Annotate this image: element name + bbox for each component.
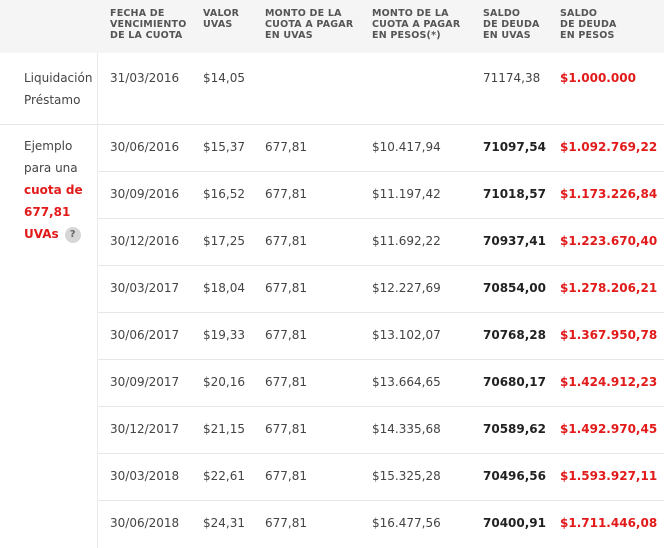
header-monto-cuota-uvas: MONTO DE LA CUOTA A PAGAR EN UVAs (265, 8, 354, 41)
cell-saldo-pesos: $1.593.927,11 (560, 469, 658, 483)
cell-valor-uvas: $24,31 (203, 516, 245, 530)
cell-saldo-uvas: 70680,17 (483, 375, 547, 389)
cell-monto-pesos: $10.417,94 (372, 140, 441, 154)
cell-monto-uvas: 677,81 (265, 516, 307, 530)
cell-monto-uvas: 677,81 (265, 140, 307, 154)
ejemplo-line4: 677,81 (24, 205, 71, 219)
cell-monto-uvas: 677,81 (265, 281, 307, 295)
cell-saldo-uvas: 70854,00 (483, 281, 547, 295)
liquidacion-valor: $14,05 (203, 71, 245, 85)
cell-fecha: 30/09/2016 (110, 187, 180, 201)
header-valor-uvas: VALOR UVAs (203, 8, 240, 30)
cell-monto-pesos: $14.335,68 (372, 422, 441, 436)
cell-fecha: 30/09/2017 (110, 375, 180, 389)
liquidacion-label-line1: Liquidación (24, 71, 93, 85)
ejemplo-line3: cuota de (24, 183, 83, 197)
cell-monto-pesos: $13.664,65 (372, 375, 441, 389)
header-saldo-deuda-uvas: SALDO DE DEUDA EN UVAs (483, 8, 540, 41)
cell-fecha: 30/06/2017 (110, 328, 180, 342)
cell-monto-uvas: 677,81 (265, 375, 307, 389)
cell-saldo-pesos: $1.711.446,08 (560, 516, 658, 530)
cell-monto-pesos: $15.325,28 (372, 469, 441, 483)
row-divider (98, 500, 664, 501)
row-divider (98, 406, 664, 407)
cell-fecha: 30/12/2017 (110, 422, 180, 436)
row-divider (98, 359, 664, 360)
cell-saldo-uvas: 70768,28 (483, 328, 547, 342)
cell-saldo-pesos: $1.492.970,45 (560, 422, 658, 436)
cell-saldo-uvas: 70400,91 (483, 516, 547, 530)
cell-valor-uvas: $18,04 (203, 281, 245, 295)
cell-saldo-pesos: $1.424.912,23 (560, 375, 658, 389)
liquidacion-label: Liquidación Préstamo (24, 67, 92, 111)
cell-saldo-uvas: 70496,56 (483, 469, 547, 483)
ejemplo-label: Ejemplo para una cuota de 677,81 UVAs? (24, 135, 83, 245)
cell-saldo-pesos: $1.092.769,22 (560, 140, 658, 154)
cell-monto-pesos: $16.477,56 (372, 516, 441, 530)
cell-saldo-uvas: 70589,62 (483, 422, 547, 436)
row-divider (98, 453, 664, 454)
cell-monto-pesos: $11.692,22 (372, 234, 441, 248)
cell-fecha: 30/12/2016 (110, 234, 180, 248)
cell-monto-pesos: $13.102,07 (372, 328, 441, 342)
ejemplo-line5: UVAs (24, 227, 59, 241)
cell-monto-pesos: $12.227,69 (372, 281, 441, 295)
cell-saldo-uvas: 71097,54 (483, 140, 547, 154)
header-monto-cuota-pesos: MONTO DE LA CUOTA A PAGAR EN PESOS(*) (372, 8, 461, 41)
cell-valor-uvas: $20,16 (203, 375, 245, 389)
section-divider (0, 124, 664, 125)
header-fecha-vencimiento: FECHA DE VENCIMIENTO DE LA CUOTA (110, 8, 187, 41)
cell-valor-uvas: $22,61 (203, 469, 245, 483)
ejemplo-line2: para una (24, 161, 78, 175)
row-divider (98, 171, 664, 172)
cell-saldo-uvas: 71018,57 (483, 187, 547, 201)
cell-valor-uvas: $19,33 (203, 328, 245, 342)
liquidacion-fecha: 31/03/2016 (110, 71, 180, 85)
cell-valor-uvas: $16,52 (203, 187, 245, 201)
cell-saldo-pesos: $1.278.206,21 (560, 281, 658, 295)
cell-fecha: 30/06/2016 (110, 140, 180, 154)
cell-monto-pesos: $11.197,42 (372, 187, 441, 201)
cell-saldo-pesos: $1.223.670,40 (560, 234, 658, 248)
cell-fecha: 30/03/2017 (110, 281, 180, 295)
cell-monto-uvas: 677,81 (265, 469, 307, 483)
cell-saldo-uvas: 70937,41 (483, 234, 547, 248)
cell-valor-uvas: $21,15 (203, 422, 245, 436)
cell-saldo-pesos: $1.173.226,84 (560, 187, 658, 201)
cell-monto-uvas: 677,81 (265, 234, 307, 248)
row-divider (98, 218, 664, 219)
liquidacion-label-line2: Préstamo (24, 93, 81, 107)
row-divider (98, 265, 664, 266)
cell-monto-uvas: 677,81 (265, 187, 307, 201)
help-icon[interactable]: ? (64, 226, 81, 243)
liquidacion-saldo-uvas: 71174,38 (483, 71, 541, 85)
cell-fecha: 30/03/2018 (110, 469, 180, 483)
cell-monto-uvas: 677,81 (265, 328, 307, 342)
column-divider (97, 53, 98, 548)
header-saldo-deuda-pesos: SALDO DE DEUDA EN PESOS (560, 8, 617, 41)
ejemplo-line1: Ejemplo (24, 139, 73, 153)
table-header: FECHA DE VENCIMIENTO DE LA CUOTA VALOR U… (0, 0, 664, 53)
cell-saldo-pesos: $1.367.950,78 (560, 328, 658, 342)
cell-valor-uvas: $15,37 (203, 140, 245, 154)
cell-fecha: 30/06/2018 (110, 516, 180, 530)
liquidacion-saldo-pesos: $1.000.000 (560, 71, 636, 85)
cell-valor-uvas: $17,25 (203, 234, 245, 248)
cell-monto-uvas: 677,81 (265, 422, 307, 436)
row-divider (98, 312, 664, 313)
